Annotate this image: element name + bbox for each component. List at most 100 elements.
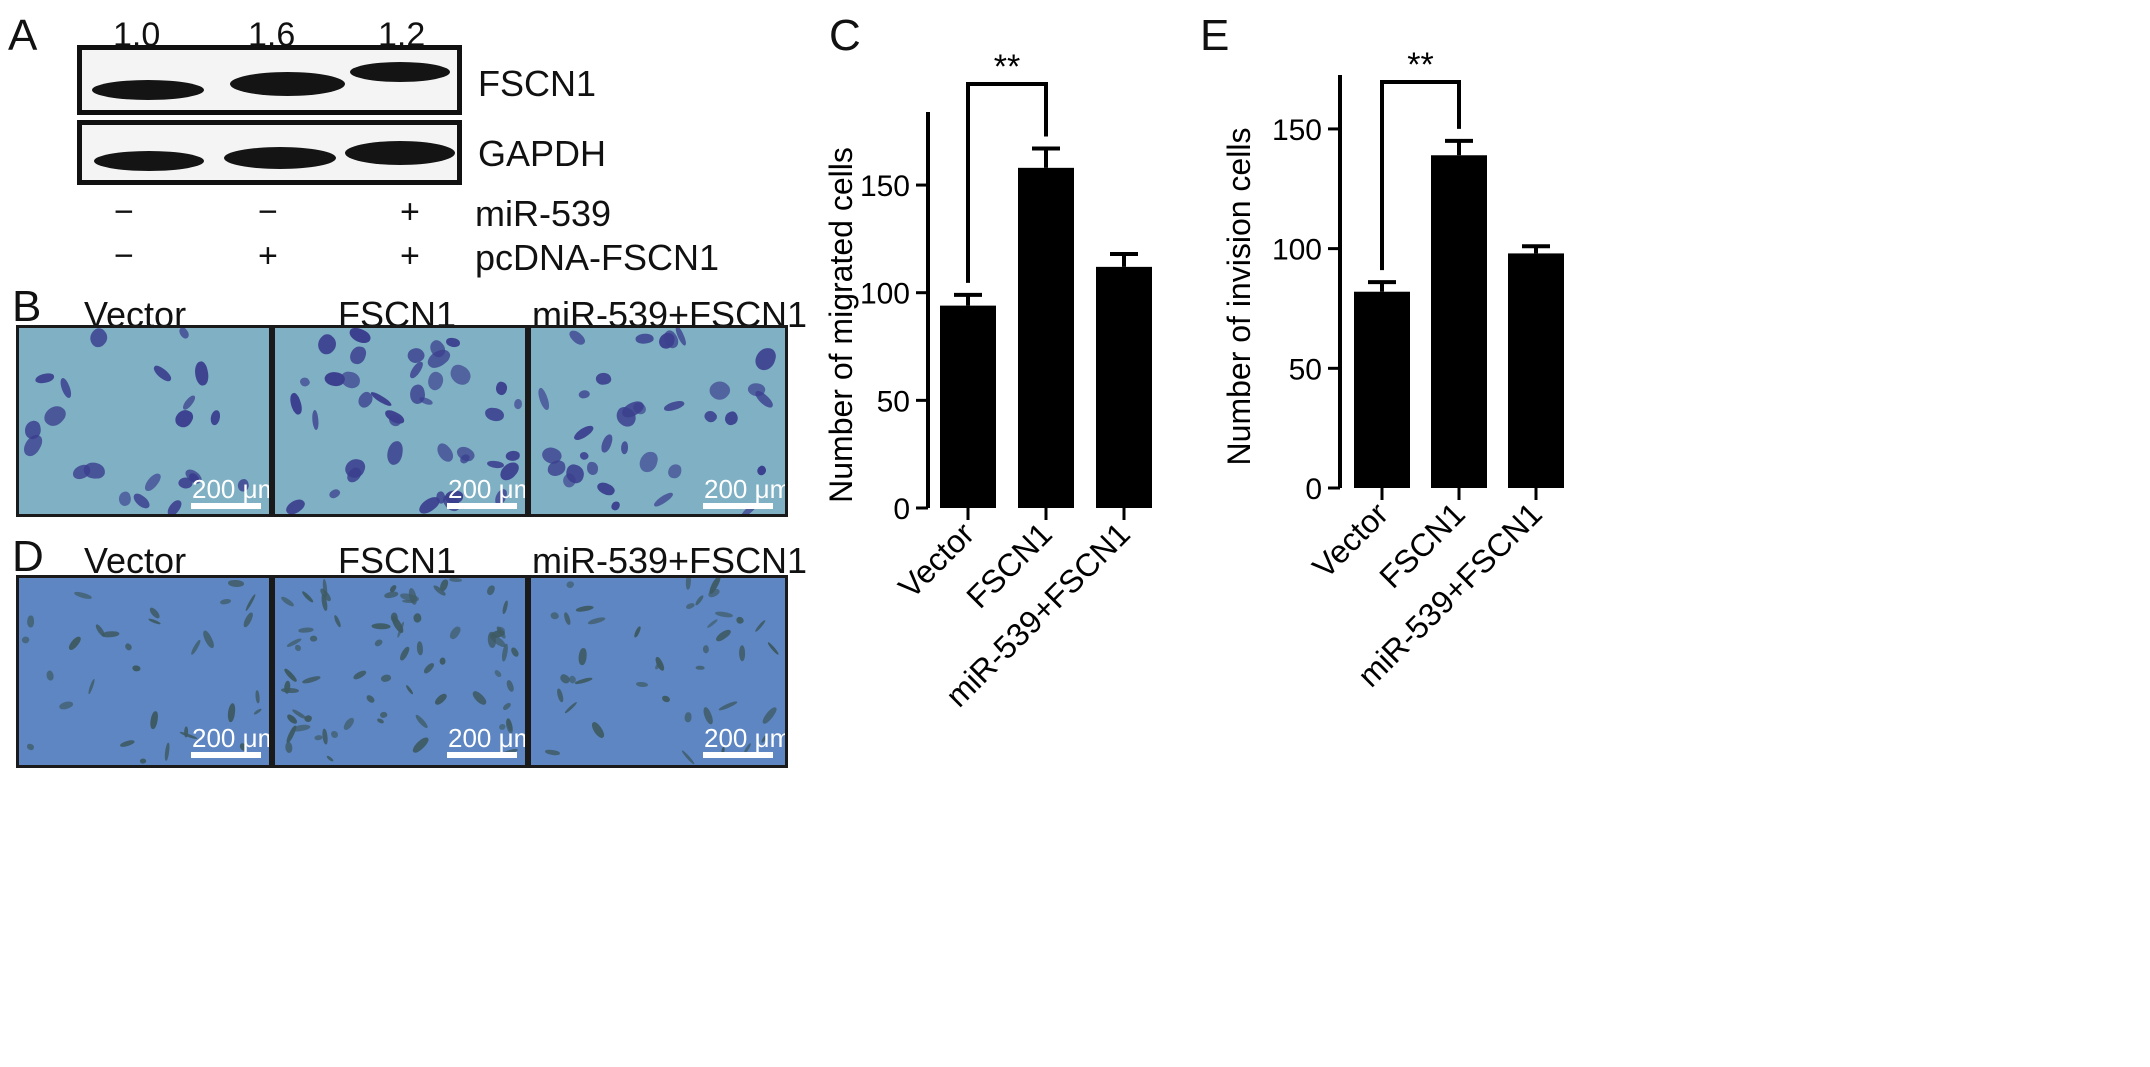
stained-cell [439, 578, 450, 592]
stained-cell [130, 491, 152, 511]
blot-band [230, 72, 345, 96]
stained-cell [599, 433, 614, 455]
stained-cell [735, 616, 745, 625]
micrograph-invasion-mir539-fscn1: 200 μm [528, 575, 788, 768]
stained-cell [578, 450, 590, 462]
condition-label: FSCN1 [338, 540, 457, 581]
stained-cell [252, 707, 262, 716]
stained-cell [86, 328, 112, 351]
y-tick-label: 100 [1272, 234, 1322, 267]
stained-cell [219, 597, 232, 606]
stained-cell [407, 359, 425, 380]
stained-cell [696, 666, 705, 671]
stained-cell [567, 328, 587, 348]
stained-cell [753, 619, 766, 633]
stained-cell [172, 407, 196, 431]
stained-cell [352, 668, 367, 682]
stained-cell [244, 593, 256, 612]
stained-cell [555, 688, 565, 704]
stained-cell [505, 450, 520, 461]
stained-cell [74, 591, 94, 601]
significance-label: ** [1407, 46, 1433, 84]
stained-cell [279, 595, 295, 608]
stained-cell [433, 440, 457, 465]
stained-cell [565, 579, 576, 589]
stained-cell [164, 742, 170, 761]
stained-cell [365, 694, 377, 705]
panel-letter-a: A [8, 11, 38, 60]
micrograph-migration-vector: 200 μm [16, 325, 272, 517]
scale-label: 200 μm [704, 723, 788, 753]
stained-cell [486, 584, 497, 597]
stained-cell [509, 646, 521, 658]
panel-letter-d: D [12, 532, 44, 581]
stained-cell [636, 449, 659, 474]
stained-cell [131, 664, 141, 672]
y-tick-label: 50 [1289, 353, 1322, 386]
panel-letter-c: C [829, 11, 861, 60]
stained-cell [255, 689, 261, 704]
stained-cell [504, 678, 516, 693]
stained-cell [141, 470, 163, 494]
y-tick-label: 150 [1272, 114, 1322, 147]
stained-cell [433, 691, 448, 707]
micrograph-migration-fscn1: 200 μm [272, 325, 528, 517]
stained-cell [633, 625, 642, 638]
scale-bar [447, 752, 517, 758]
stained-cell [373, 637, 384, 648]
stained-cell [424, 345, 453, 372]
stained-cell [404, 684, 414, 695]
stained-cell [686, 578, 692, 590]
bar [1018, 167, 1074, 508]
stained-cell [20, 634, 31, 645]
stained-cell [693, 593, 705, 607]
stained-cell [294, 644, 302, 652]
stained-cell [297, 627, 314, 635]
bar [1508, 253, 1564, 488]
micrograph-migration-mir539-fscn1: 200 μm [528, 325, 788, 517]
stained-cell [513, 398, 524, 410]
stained-cell [752, 344, 778, 373]
condition-label: miR-539+FSCN1 [532, 540, 808, 581]
treatment-label: miR-539 [475, 193, 612, 234]
bar [940, 305, 996, 508]
stained-cell [635, 681, 648, 687]
significance-label: ** [994, 48, 1020, 86]
y-tick-label: 0 [893, 493, 910, 526]
stained-cell [663, 398, 686, 414]
treatment-sign: + [400, 193, 420, 231]
stained-cell [372, 623, 391, 630]
stained-cell [386, 440, 404, 466]
panel-letter-b: B [12, 282, 42, 331]
stained-cell [308, 634, 318, 643]
stained-cell [227, 580, 244, 587]
stained-cell [589, 720, 607, 740]
western-blot-gapdh [77, 120, 462, 185]
western-blot-fscn1 [77, 45, 462, 115]
stained-cell [210, 409, 221, 426]
stained-cell [124, 642, 134, 652]
stained-cell [327, 487, 342, 501]
stained-cell [684, 712, 692, 723]
micrograph-invasion-fscn1: 200 μm [272, 575, 528, 768]
scale-bar [703, 752, 773, 758]
stained-cell [148, 618, 162, 626]
stained-cell [578, 647, 587, 666]
stained-cell [176, 328, 191, 341]
stained-cell [448, 578, 462, 583]
stained-cell [34, 372, 55, 385]
y-tick-label: 100 [860, 278, 910, 311]
stained-cell [706, 618, 719, 629]
stained-cell [411, 612, 423, 624]
y-tick-label: 150 [860, 170, 910, 203]
stained-cell [594, 371, 612, 386]
stained-cell [681, 750, 696, 765]
stained-cell [380, 673, 393, 684]
stained-cell [500, 599, 509, 615]
scale-bar [447, 503, 517, 509]
y-tick-label: 0 [1305, 473, 1322, 506]
stained-cell [702, 644, 710, 654]
stained-cell [298, 376, 312, 389]
